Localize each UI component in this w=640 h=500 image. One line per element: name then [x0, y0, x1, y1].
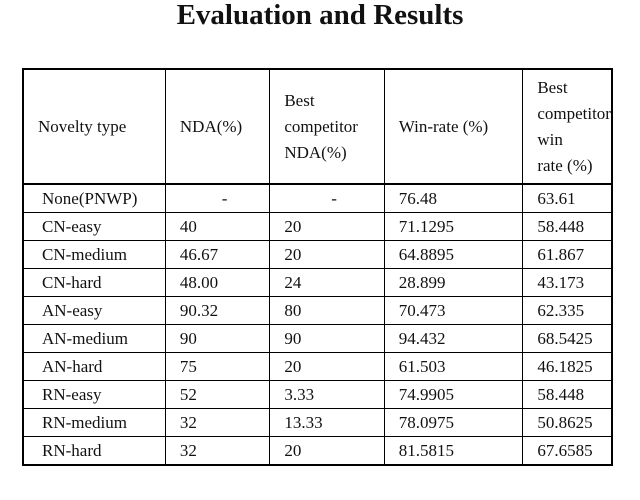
table-cell: 58.448	[522, 380, 613, 409]
table-cell: 20	[269, 240, 385, 269]
header-text: Best	[284, 90, 315, 110]
table-cell: CN-medium	[22, 240, 166, 269]
table-cell: 90	[164, 324, 271, 353]
table-cell: 52	[164, 380, 271, 409]
table-cell: RN-hard	[22, 436, 166, 466]
header-cell: Best competitor win rate (%)	[522, 68, 613, 185]
table-body: None(PNWP) - -76.48 63.61 CN-easy 40 20 71.1295…	[22, 183, 613, 466]
table-row: AN-medium 90 90 94.432 68.5425	[22, 324, 613, 353]
table-row: RN-easy 52 3.33 74.9905 58.448	[22, 380, 613, 409]
table-cell: 46.67	[164, 240, 271, 269]
table-cell: 32	[164, 436, 271, 466]
table-row: CN-easy 40 20 71.1295 58.448	[22, 212, 613, 241]
table-cell: AN-easy	[22, 296, 166, 325]
table-cell: 48.00	[164, 268, 271, 297]
table-cell: 94.432	[383, 324, 524, 353]
table-cell: 62.335	[522, 296, 613, 325]
table-cell: 74.9905	[383, 380, 524, 409]
table-cell: CN-hard	[22, 268, 166, 297]
table-cell: 46.1825	[522, 352, 613, 381]
table-cell: 80	[269, 296, 385, 325]
header-text: rate (%)	[537, 155, 593, 175]
header-text: NDA(%)	[284, 142, 347, 162]
header-cell: Win-rate (%)	[383, 68, 524, 185]
table-cell: 32	[164, 408, 271, 437]
table-cell: 75	[164, 352, 271, 381]
table-row: RN-medium 32 13.33 78.0975 50.8625	[22, 408, 613, 437]
table-cell: 63.61	[522, 183, 613, 213]
table-cell: 61.503	[383, 352, 524, 381]
table-cell: -	[164, 183, 271, 213]
header-text: competitor	[537, 103, 611, 123]
header-text: competitor	[284, 116, 358, 136]
table-cell: RN-medium	[22, 408, 166, 437]
table-cell: 3.33	[269, 380, 385, 409]
table-row: AN-hard 75 20 61.503 46.1825	[22, 352, 613, 381]
table-row: CN-medium 46.67 20 64.8895 61.867	[22, 240, 613, 269]
table-cell: 40	[164, 212, 271, 241]
header-cell: NDA(%)	[164, 68, 271, 185]
table-cell: 76.48	[383, 183, 524, 213]
table-cell: 20	[269, 212, 385, 241]
header-text: Novelty type	[38, 116, 127, 136]
table-cell: 58.448	[522, 212, 613, 241]
header-row: Novelty type NDA(%) Best competitor NDA(%) Wi…	[22, 68, 613, 185]
table-cell: 71.1295	[383, 212, 524, 241]
table-cell: RN-easy	[22, 380, 166, 409]
table-cell: AN-medium	[22, 324, 166, 353]
header-text: win	[537, 129, 563, 149]
table-cell: 20	[269, 352, 385, 381]
table-cell: 68.5425	[522, 324, 613, 353]
table-cell: 43.173	[522, 268, 613, 297]
header-text: Win-rate (%)	[398, 116, 489, 136]
table-row: CN-hard 48.00 24 28.899 43.173	[22, 268, 613, 297]
table-cell: 67.6585	[522, 436, 613, 466]
table-row: None(PNWP) - -76.48 63.61	[22, 183, 613, 213]
table-cell: 81.5815	[383, 436, 524, 466]
header-text: Best	[537, 77, 568, 97]
table-cell: AN-hard	[22, 352, 166, 381]
table-cell: 70.473	[383, 296, 524, 325]
table-cell: 61.867	[522, 240, 613, 269]
results-table: Novelty type NDA(%) Best competitor NDA(%) Wi…	[22, 68, 613, 466]
table-cell: 90	[269, 324, 385, 353]
table-cell: 20	[269, 436, 385, 466]
header-cell: Novelty type	[22, 68, 166, 185]
table-cell: 90.32	[164, 296, 271, 325]
table-cell: 50.8625	[522, 408, 613, 437]
table-cell: -	[269, 183, 385, 213]
table-cell: 13.33	[269, 408, 385, 437]
table-cell: CN-easy	[22, 212, 166, 241]
table-cell: 28.899	[383, 268, 524, 297]
table-row: AN-easy 90.32 80 70.473 62.335	[22, 296, 613, 325]
header-cell: Best competitor NDA(%)	[269, 68, 385, 185]
page-title: Evaluation and Results	[176, 0, 464, 31]
table-cell: 24	[269, 268, 385, 297]
header-text: NDA(%)	[179, 116, 243, 136]
table-row: RN-hard 32 20 81.5815 67.6585	[22, 436, 613, 466]
table-cell: None(PNWP)	[22, 183, 166, 213]
table-cell: 64.8895	[383, 240, 524, 269]
table-cell: 78.0975	[383, 408, 524, 437]
